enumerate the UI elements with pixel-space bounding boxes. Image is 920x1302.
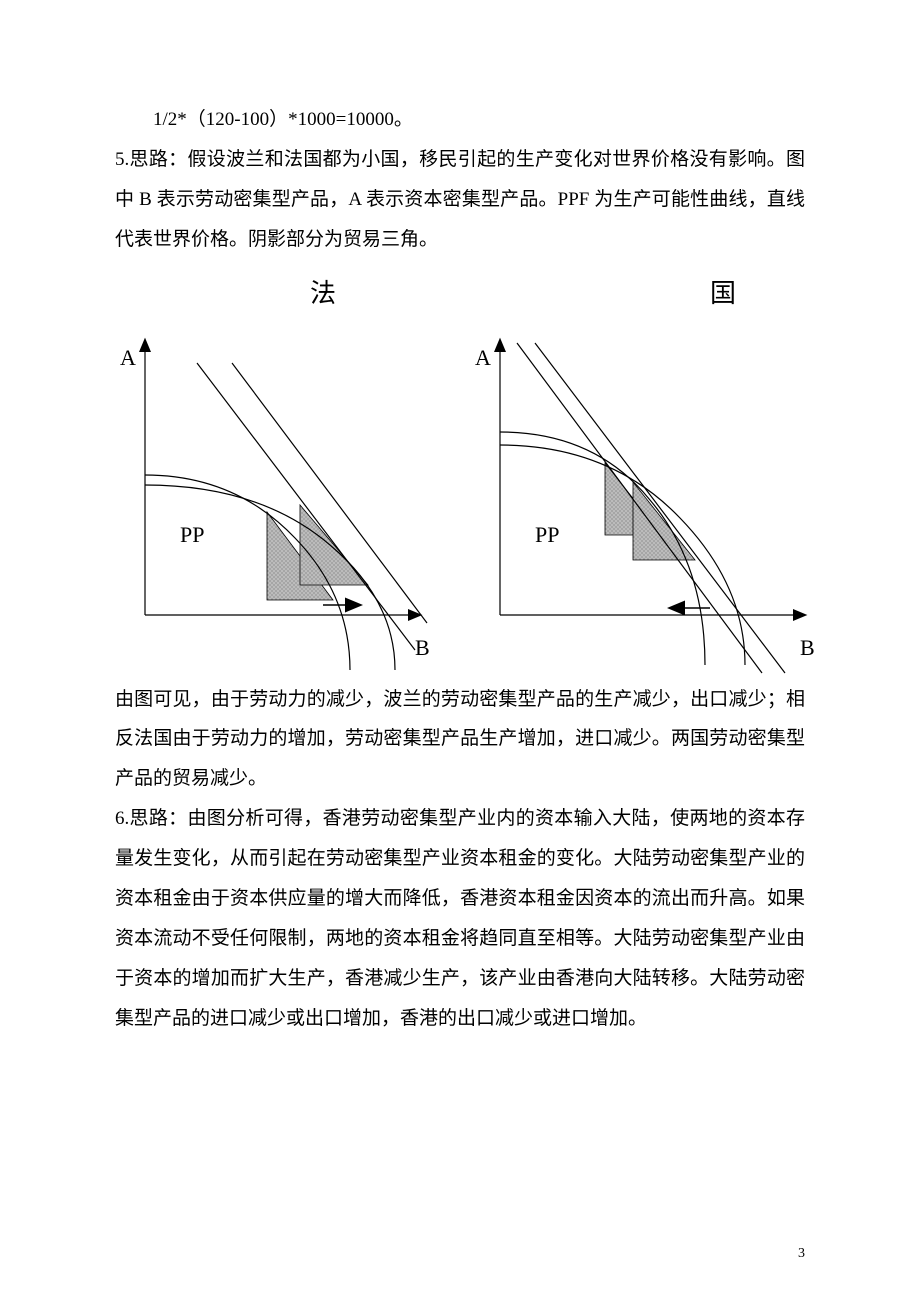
svg-text:B: B bbox=[800, 635, 815, 660]
svg-text:B: B bbox=[415, 635, 430, 660]
paragraph-q5: 5.思路：假设波兰和法国都为小国，移民引起的生产变化对世界价格没有影响。图中 B… bbox=[115, 140, 805, 260]
svg-text:国: 国 bbox=[710, 279, 736, 308]
ppf-diagrams: ABPPABPP法国 bbox=[105, 260, 805, 680]
diagram-svg: A B PP A B PP 法 国 bbox=[105, 260, 825, 700]
formula-line: 1/2*（120-100）*1000=10000。 bbox=[115, 100, 805, 140]
paragraph-q6: 6.思路：由图分析可得，香港劳动密集型产业内的资本输入大陆，使两地的资本存量发生… bbox=[115, 799, 805, 1038]
page-number: 3 bbox=[798, 1246, 805, 1262]
svg-text:A: A bbox=[475, 345, 491, 370]
svg-text:A: A bbox=[120, 345, 136, 370]
page: 1/2*（120-100）*1000=10000。 5.思路：假设波兰和法国都为… bbox=[0, 0, 920, 1302]
svg-text:PP: PP bbox=[535, 522, 559, 547]
svg-text:法: 法 bbox=[310, 279, 336, 308]
svg-text:PP: PP bbox=[180, 522, 204, 547]
